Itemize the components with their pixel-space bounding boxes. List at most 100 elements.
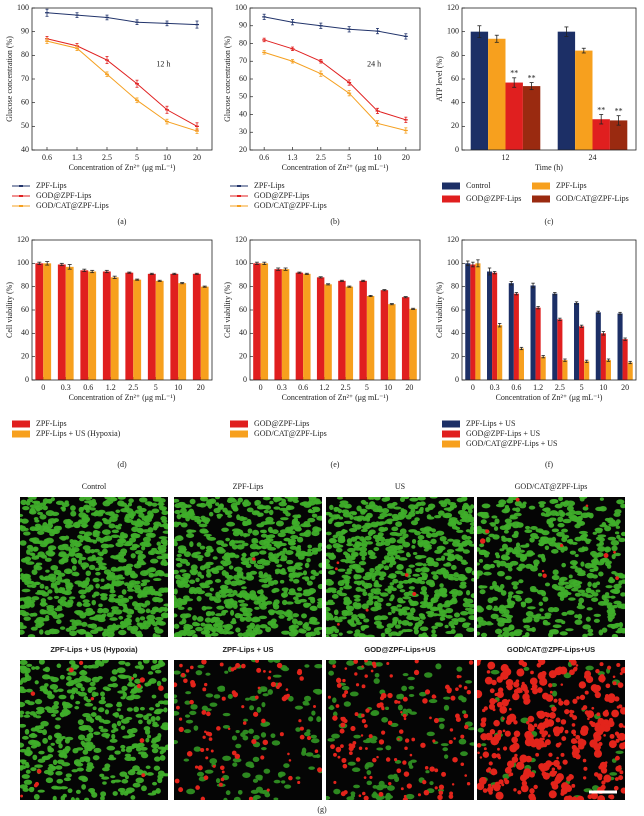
green-cell <box>98 564 104 570</box>
green-cell <box>153 710 162 715</box>
green-cell <box>232 757 242 763</box>
green-cell <box>408 529 418 533</box>
red-cell <box>484 676 493 685</box>
green-cell <box>280 554 288 561</box>
green-cell <box>419 691 427 697</box>
red-cell <box>336 683 342 688</box>
green-cell <box>499 525 508 531</box>
green-cell <box>281 593 287 598</box>
green-cell <box>34 680 39 685</box>
green-cell <box>501 537 508 542</box>
green-cell <box>398 580 404 585</box>
red-cell <box>573 739 578 744</box>
red-cell <box>537 710 546 719</box>
green-cell <box>75 700 81 705</box>
red-cell <box>336 561 340 565</box>
green-cell <box>611 590 620 594</box>
green-cell <box>583 538 592 542</box>
green-cell <box>176 514 182 520</box>
red-cell <box>363 795 369 800</box>
green-cell <box>192 633 198 637</box>
red-cell <box>361 713 365 718</box>
red-cell <box>519 668 524 673</box>
red-cell <box>580 725 589 734</box>
green-cell <box>88 727 94 733</box>
error-bar <box>623 337 627 341</box>
green-cell <box>439 583 444 588</box>
green-cell <box>142 660 150 664</box>
green-cell <box>136 519 142 525</box>
red-cell <box>584 670 592 678</box>
green-cell <box>56 576 63 582</box>
green-cell <box>147 671 154 675</box>
green-cell <box>292 596 299 601</box>
green-cell <box>201 705 209 711</box>
red-cell <box>614 756 619 761</box>
green-cell <box>91 676 100 683</box>
green-cell <box>467 508 473 514</box>
green-cell <box>585 665 594 671</box>
green-cell <box>285 504 292 511</box>
red-cell <box>398 729 404 734</box>
legend-label: GOD/CAT@ZPF-Lips <box>36 201 109 210</box>
green-cell <box>215 565 224 571</box>
green-cell <box>49 684 59 690</box>
green-cell <box>82 545 91 551</box>
green-cell <box>593 567 599 572</box>
red-cell <box>387 720 393 726</box>
red-cell <box>354 672 358 676</box>
green-cell <box>90 712 97 717</box>
red-cell <box>386 661 390 666</box>
red-cell <box>404 573 409 577</box>
green-cell <box>25 688 33 693</box>
green-cell <box>310 605 318 611</box>
y-tick-label: 40 <box>239 328 247 337</box>
error-bar <box>304 272 309 275</box>
bar <box>274 269 282 380</box>
green-cell <box>361 603 369 610</box>
green-cell <box>40 720 49 727</box>
green-cell <box>408 504 416 510</box>
error-bar <box>347 285 352 288</box>
green-cell <box>174 623 180 629</box>
green-cell <box>130 532 139 539</box>
green-cell <box>154 756 161 762</box>
green-cell <box>417 534 425 540</box>
bar <box>147 273 156 380</box>
red-cell <box>335 746 342 753</box>
green-cell <box>615 519 621 524</box>
green-cell <box>318 562 322 568</box>
green-cell <box>347 560 356 564</box>
x-tick-label: 5 <box>135 153 139 162</box>
green-cell <box>263 768 271 774</box>
green-cell <box>68 551 76 557</box>
x-tick-label: 10 <box>174 383 182 392</box>
green-cell <box>607 611 617 617</box>
green-cell <box>445 614 453 619</box>
green-cell <box>142 620 148 625</box>
green-cell <box>38 660 45 665</box>
green-cell <box>156 555 164 560</box>
green-cell <box>92 577 100 583</box>
green-cell <box>132 673 138 678</box>
green-cell <box>335 547 343 553</box>
green-cell <box>113 728 119 732</box>
green-cell <box>132 782 141 788</box>
green-cell <box>87 687 93 694</box>
green-cell <box>47 735 53 741</box>
green-cell <box>463 597 468 602</box>
red-cell <box>139 677 146 683</box>
green-cell <box>377 563 384 569</box>
green-cell <box>141 785 147 792</box>
red-cell <box>545 760 553 768</box>
green-cell <box>373 678 380 684</box>
x-tick-label: 0.3 <box>277 383 287 392</box>
green-cell <box>395 515 405 520</box>
red-cell <box>555 742 561 748</box>
red-cell <box>576 696 580 700</box>
red-cell <box>363 776 367 779</box>
green-cell <box>366 634 375 637</box>
x-tick-label: 0.6 <box>511 383 521 392</box>
red-cell <box>487 767 492 771</box>
green-cell <box>516 522 524 528</box>
